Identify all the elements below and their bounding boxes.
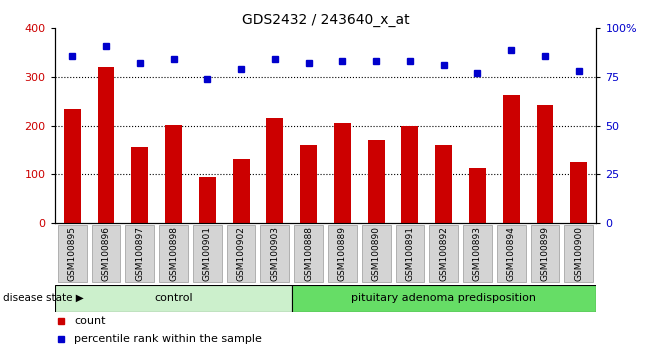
Bar	[199, 177, 215, 223]
FancyBboxPatch shape	[463, 225, 492, 282]
Text: GSM100899: GSM100899	[540, 227, 549, 281]
Bar	[98, 67, 115, 223]
FancyBboxPatch shape	[564, 225, 593, 282]
FancyBboxPatch shape	[193, 225, 221, 282]
Text: disease state ▶: disease state ▶	[3, 293, 84, 303]
Text: percentile rank within the sample: percentile rank within the sample	[74, 334, 262, 344]
Text: control: control	[154, 293, 193, 303]
Bar	[64, 109, 81, 223]
Text: GSM100891: GSM100891	[406, 227, 415, 281]
Text: GSM100896: GSM100896	[102, 227, 111, 281]
FancyBboxPatch shape	[126, 225, 154, 282]
FancyBboxPatch shape	[292, 285, 596, 312]
Text: GSM100890: GSM100890	[372, 227, 381, 281]
Bar	[368, 140, 385, 223]
Bar	[536, 105, 553, 223]
Text: GSM100894: GSM100894	[506, 227, 516, 281]
Text: GSM100892: GSM100892	[439, 227, 448, 281]
FancyBboxPatch shape	[497, 225, 525, 282]
Text: GSM100889: GSM100889	[338, 227, 347, 281]
FancyBboxPatch shape	[58, 225, 87, 282]
Bar	[503, 96, 519, 223]
Text: GSM100895: GSM100895	[68, 227, 77, 281]
FancyBboxPatch shape	[362, 225, 391, 282]
FancyBboxPatch shape	[92, 225, 120, 282]
FancyBboxPatch shape	[260, 225, 289, 282]
Text: GSM100897: GSM100897	[135, 227, 145, 281]
FancyBboxPatch shape	[396, 225, 424, 282]
Bar	[132, 147, 148, 223]
Text: GSM100902: GSM100902	[236, 227, 245, 281]
Text: GSM100893: GSM100893	[473, 227, 482, 281]
Bar	[402, 126, 419, 223]
FancyBboxPatch shape	[159, 225, 188, 282]
Bar	[165, 125, 182, 223]
Bar	[570, 162, 587, 223]
FancyBboxPatch shape	[55, 285, 292, 312]
FancyBboxPatch shape	[531, 225, 559, 282]
FancyBboxPatch shape	[328, 225, 357, 282]
Bar	[334, 123, 351, 223]
Text: count: count	[74, 316, 105, 326]
Text: GSM100903: GSM100903	[270, 227, 279, 281]
Bar	[232, 159, 249, 223]
Bar	[469, 168, 486, 223]
Bar	[436, 145, 452, 223]
FancyBboxPatch shape	[294, 225, 323, 282]
Bar	[266, 118, 283, 223]
FancyBboxPatch shape	[430, 225, 458, 282]
FancyBboxPatch shape	[227, 225, 255, 282]
Text: GSM100900: GSM100900	[574, 227, 583, 281]
Bar	[300, 145, 317, 223]
Text: GSM100888: GSM100888	[304, 227, 313, 281]
Text: pituitary adenoma predisposition: pituitary adenoma predisposition	[351, 293, 536, 303]
Title: GDS2432 / 243640_x_at: GDS2432 / 243640_x_at	[242, 13, 409, 27]
Text: GSM100901: GSM100901	[203, 227, 212, 281]
Text: GSM100898: GSM100898	[169, 227, 178, 281]
